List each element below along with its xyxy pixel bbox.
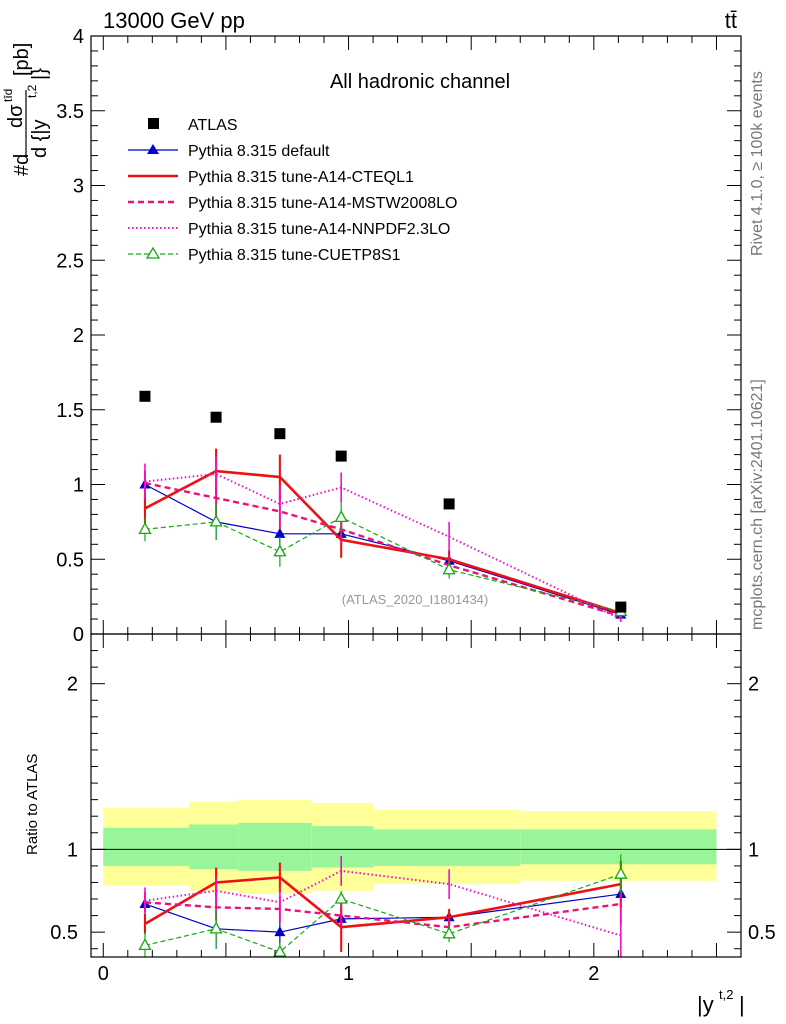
- legend-label-cteql1: Pythia 8.315 tune-A14-CTEQL1: [188, 169, 414, 186]
- series-5-main-marker-1: [209, 514, 223, 527]
- legend-label-cuetp8s1: Pythia 8.315 tune-CUETP8S1: [188, 247, 401, 264]
- legend-marker-default: [147, 144, 159, 154]
- x-tick-label-2: 2: [588, 963, 599, 985]
- legend: ATLAS Pythia 8.315 default Pythia 8.315 …: [128, 117, 457, 264]
- x-tick-label-1: 1: [343, 963, 354, 985]
- series-5-main-line: [144, 516, 621, 613]
- y-tick-label-3: 3: [73, 176, 84, 198]
- ratio-frame: [90, 633, 742, 958]
- series-5-ratio-marker-2: [273, 944, 287, 957]
- series-5-ratio-marker-4: [442, 926, 456, 939]
- series-2-ratio-line: [144, 876, 622, 929]
- y-label-num-sup: tīd: [1, 89, 15, 102]
- ratio-y-tick-label-right-1: 1: [748, 839, 759, 861]
- legend-label-default: Pythia 8.315 default: [188, 143, 330, 160]
- y-tick-label-0: 0: [73, 624, 84, 646]
- ratio-y-axis-label: Ratio to ATLAS: [24, 754, 41, 855]
- atlas-data-point-1: [210, 411, 222, 423]
- x-label-sup: t,2: [719, 987, 733, 1002]
- ratio-y-tick-label-left-1: 1: [67, 839, 78, 861]
- series-5-ratio-marker-3: [334, 891, 348, 904]
- atlas-data-point-0: [139, 390, 151, 402]
- y-tick-label-2: 2: [73, 325, 84, 347]
- ratio-y-tick-label-left-2: 2: [67, 674, 78, 696]
- energy-label: 13000 GeV pp: [103, 8, 245, 33]
- y-tick-label-2.5: 2.5: [56, 250, 84, 272]
- atlas-data-point-5: [615, 601, 627, 613]
- band-inner-1: [189, 824, 239, 870]
- ratio-y-tick-label-right-2: 2: [748, 674, 759, 696]
- y-tick-label-3.5: 3.5: [56, 101, 84, 123]
- y-label-den: d {|y: [29, 119, 51, 158]
- series-5-ratio-marker-1: [209, 921, 223, 934]
- band-inner-3: [311, 826, 374, 868]
- series-5-main-marker-4: [442, 562, 456, 575]
- legend-label-mstw: Pythia 8.315 tune-A14-MSTW2008LO: [188, 195, 457, 212]
- band-inner-5: [520, 829, 717, 865]
- atlas-data-point-2: [274, 428, 286, 440]
- atlas-data-point-4: [443, 498, 455, 510]
- legend-marker-cuetp8s1: [145, 246, 161, 259]
- analysis-id: (ATLAS_2020_I1801434): [342, 592, 488, 607]
- chart-title: All hadronic channel: [330, 71, 510, 93]
- rivet-version-label: Rivet 4.1.0, ≥ 100k events: [749, 71, 766, 256]
- y-tick-label-4: 4: [73, 26, 84, 48]
- series-2-main-line: [144, 469, 622, 615]
- x-axis-label: |y t,2 |: [697, 987, 745, 1017]
- series-5-main-marker-2: [273, 544, 287, 557]
- series-4-ratio-line: [144, 869, 622, 937]
- series-3-ratio-line: [144, 901, 621, 929]
- series-5-ratio-line: [144, 873, 622, 953]
- y-label-prefix: #d: [11, 154, 33, 176]
- y-tick-label-1.5: 1.5: [56, 400, 84, 422]
- series-1-main-line: [144, 483, 621, 616]
- band-inner-4: [373, 829, 521, 866]
- series-5-ratio-marker-5: [614, 866, 628, 879]
- y-tick-label-1: 1: [73, 475, 84, 497]
- ratio-y-tick-label-right-0.5: 0.5: [748, 922, 776, 944]
- main-y-axis-label: #d dσ tīd d {|y t,2 |} [pb]: [1, 43, 51, 176]
- series-3-main-line: [144, 481, 622, 618]
- series-1-ratio-marker-2: [274, 926, 286, 937]
- y-label-unit: [pb]: [11, 43, 33, 76]
- y-label-num: dσ: [5, 104, 27, 128]
- x-label-base: |y: [697, 992, 714, 1017]
- x-tick-label-0: 0: [98, 963, 109, 985]
- x-label-end: |: [739, 992, 745, 1017]
- y-label-den-sup: t,2: [25, 84, 39, 98]
- legend-label-atlas: ATLAS: [188, 117, 238, 134]
- series-5-main-marker-0: [138, 522, 152, 534]
- band-inner-2: [238, 822, 312, 871]
- process-label: tt̄: [725, 8, 737, 33]
- series-5-ratio-marker-0: [138, 938, 152, 951]
- y-label-den-end: |}: [29, 68, 51, 80]
- legend-marker-atlas: [148, 118, 159, 129]
- series-5-main-marker-3: [334, 510, 348, 523]
- ratio-y-tick-label-left-0.5: 0.5: [50, 922, 78, 944]
- series-1-main-marker-2: [274, 527, 286, 538]
- legend-label-nnpdf: Pythia 8.315 tune-A14-NNPDF2.3LO: [188, 221, 450, 238]
- mcplots-label: mcplots.cern.ch [arXiv:2401.10621]: [749, 379, 766, 630]
- y-tick-label-0.5: 0.5: [56, 549, 84, 571]
- series-1-ratio-line: [144, 893, 621, 933]
- atlas-data-point-3: [335, 450, 347, 462]
- band-inner-0: [103, 827, 190, 866]
